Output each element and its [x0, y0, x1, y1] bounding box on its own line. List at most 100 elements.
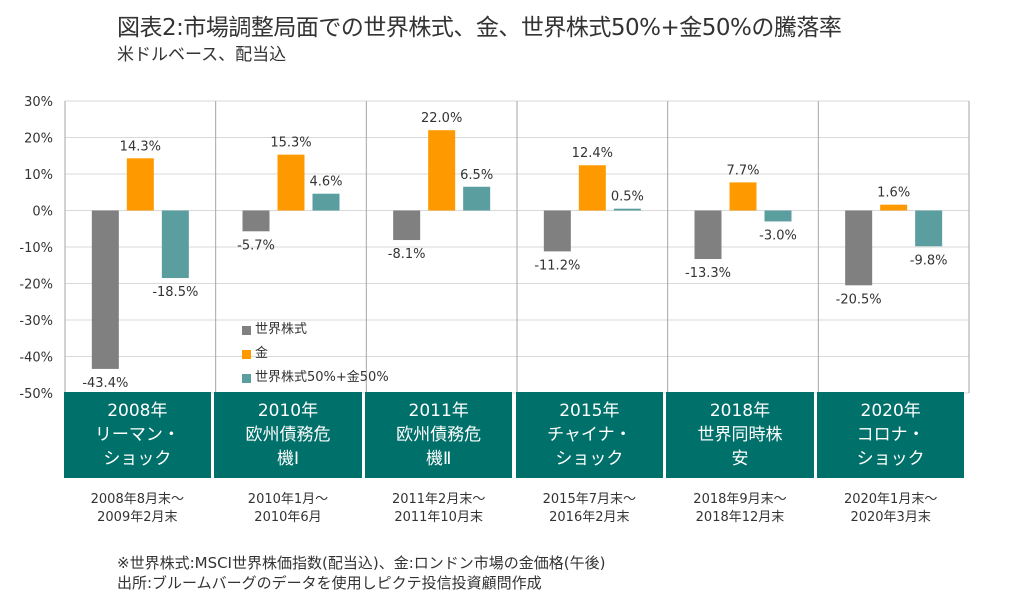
- category-header-line: 欧州債務危: [396, 425, 482, 445]
- category-period-line: 2020年3月末: [850, 510, 931, 525]
- bar: [845, 210, 873, 286]
- legend-label: 世界株式: [255, 322, 308, 337]
- category-header-line: 安: [731, 449, 749, 469]
- bar: [91, 210, 119, 369]
- bar: [312, 193, 340, 211]
- category-header-line: 欧州債務危: [245, 425, 331, 445]
- category-period: 2015年7月末～ 2016年2月末: [516, 491, 664, 527]
- data-label: -5.7%: [237, 238, 275, 253]
- data-label: -8.1%: [388, 247, 426, 262]
- bar: [277, 154, 305, 211]
- data-label: -11.2%: [534, 258, 580, 273]
- data-label: -13.3%: [685, 266, 731, 281]
- bar: [393, 210, 421, 241]
- category-header-line: コロナ・: [856, 425, 925, 445]
- category-header-line: 2011年: [408, 401, 469, 421]
- bar: [463, 186, 491, 211]
- legend: 世界株式 金 世界株式50%+金50%: [242, 318, 389, 390]
- category-period: 2020年1月末～ 2020年3月末: [817, 491, 965, 527]
- category-header-line: チャイナ・: [547, 425, 632, 445]
- bar: [543, 210, 571, 252]
- category-period-line: 2016年2月末: [549, 510, 630, 525]
- data-label: 22.0%: [421, 111, 462, 126]
- bar: [161, 210, 189, 279]
- bar: [126, 158, 154, 211]
- category-period-line: 2020年1月末～: [843, 492, 938, 507]
- category-period-line: 2018年12月末: [695, 510, 785, 525]
- y-axis: 30% 20% 10% 0% -10% -20% -30% -40% -50%: [19, 95, 53, 402]
- legend-item-mix: 世界株式50%+金50%: [242, 366, 389, 390]
- y-tick-label: 30%: [24, 95, 53, 110]
- legend-swatch-world-equity: [242, 325, 251, 335]
- category-header-line: ショック: [103, 449, 172, 469]
- y-tick-label: 10%: [24, 168, 53, 183]
- bar: [915, 210, 943, 247]
- chart-title: 図表2:市場調整局面での世界株式、金、世界株式50%+金50%の騰落率: [117, 15, 842, 41]
- data-label: 7.7%: [726, 163, 759, 178]
- bar: [613, 208, 641, 211]
- category-header-line: ショック: [555, 449, 624, 469]
- category-header: 2011年欧州債務危機Ⅱ: [364, 392, 513, 478]
- category-period-line: 2011年2月末～: [391, 492, 486, 507]
- footnote-source-definition: ※世界株式:MSCI世界株価指数(配当込)、金:ロンドン市場の金価格(午後): [117, 554, 606, 572]
- data-label: -3.0%: [759, 228, 797, 243]
- category-header-line: 機Ⅰ: [276, 449, 299, 469]
- data-label: 15.3%: [270, 136, 311, 151]
- category-period-line: 2018年9月末～: [693, 492, 787, 507]
- legend-label: 金: [255, 346, 269, 361]
- y-tick-label: -20%: [19, 278, 53, 293]
- category-header-line: リーマン・: [94, 425, 180, 445]
- y-tick-label: 0%: [32, 205, 53, 220]
- category-period: 2018年9月末～ 2018年12月末: [666, 491, 814, 527]
- legend-swatch-gold: [242, 349, 251, 359]
- data-label: 1.6%: [877, 186, 910, 201]
- category-period-line: 2015年7月末～: [542, 492, 636, 507]
- legend-item-world-equity: 世界株式: [242, 318, 389, 342]
- y-tick-label: -40%: [19, 351, 53, 366]
- bar: [242, 210, 270, 232]
- grid-lines: [64, 100, 970, 394]
- category-header: 2020年 コロナ・ ショック: [816, 392, 965, 478]
- category-period: 2011年2月末～ 2011年10月末: [365, 491, 513, 527]
- y-tick-label: -50%: [19, 387, 53, 402]
- category-header-line: 世界同時株: [697, 425, 783, 445]
- footnote-source: 出所:ブルームバーグのデータを使用しピクテ投信投資顧問作成: [117, 574, 542, 592]
- bar: [729, 182, 757, 211]
- data-labels: -43.4% -5.7% -8.1% -11.2% -13.3% -20.5% 14.3% 1…: [82, 111, 947, 391]
- category-period: 2010年1月～ 2010年6月: [214, 491, 362, 527]
- bar: [578, 165, 606, 211]
- data-label: 14.3%: [120, 139, 161, 154]
- category-period-line: 2008年8月末～: [90, 492, 184, 507]
- category-header: 2015年チャイナ・ショック: [515, 392, 664, 478]
- data-label: 4.6%: [309, 175, 342, 190]
- legend-item-gold: 金: [242, 342, 389, 366]
- data-label: -43.4%: [82, 376, 128, 391]
- category-header-line: 2008年: [107, 401, 168, 421]
- data-label: -20.5%: [836, 292, 882, 307]
- category-header-line: 2015年: [559, 401, 620, 421]
- category-header-line: 2020年: [860, 401, 921, 421]
- legend-swatch-mix: [242, 373, 251, 383]
- category-period-line: 2011年10月末: [394, 510, 483, 525]
- data-label: 0.5%: [611, 190, 644, 205]
- category-header-line: 機Ⅱ: [425, 449, 452, 469]
- category-header-line: 2010年: [257, 401, 319, 421]
- category-period-line: 2010年1月～: [247, 492, 329, 507]
- bars: [91, 130, 943, 369]
- category-header-line: 2018年: [709, 401, 771, 421]
- y-tick-label: 20%: [24, 132, 53, 147]
- category-header: 2018年世界同時株安: [666, 392, 814, 478]
- data-label: 12.4%: [572, 146, 613, 161]
- data-label: 6.5%: [460, 168, 493, 183]
- bar: [880, 204, 908, 211]
- data-label: -18.5%: [152, 285, 198, 300]
- bar: [764, 210, 792, 222]
- bar: [694, 210, 722, 260]
- category-period: 2008年8月末～ 2009年2月末: [64, 491, 212, 527]
- y-tick-label: -10%: [19, 241, 53, 256]
- data-label: -9.8%: [910, 253, 948, 268]
- bar: [428, 130, 456, 211]
- chart-subtitle: 米ドルベース、配当込: [117, 45, 287, 65]
- category-header: 2010年欧州債務危機Ⅰ: [214, 392, 362, 478]
